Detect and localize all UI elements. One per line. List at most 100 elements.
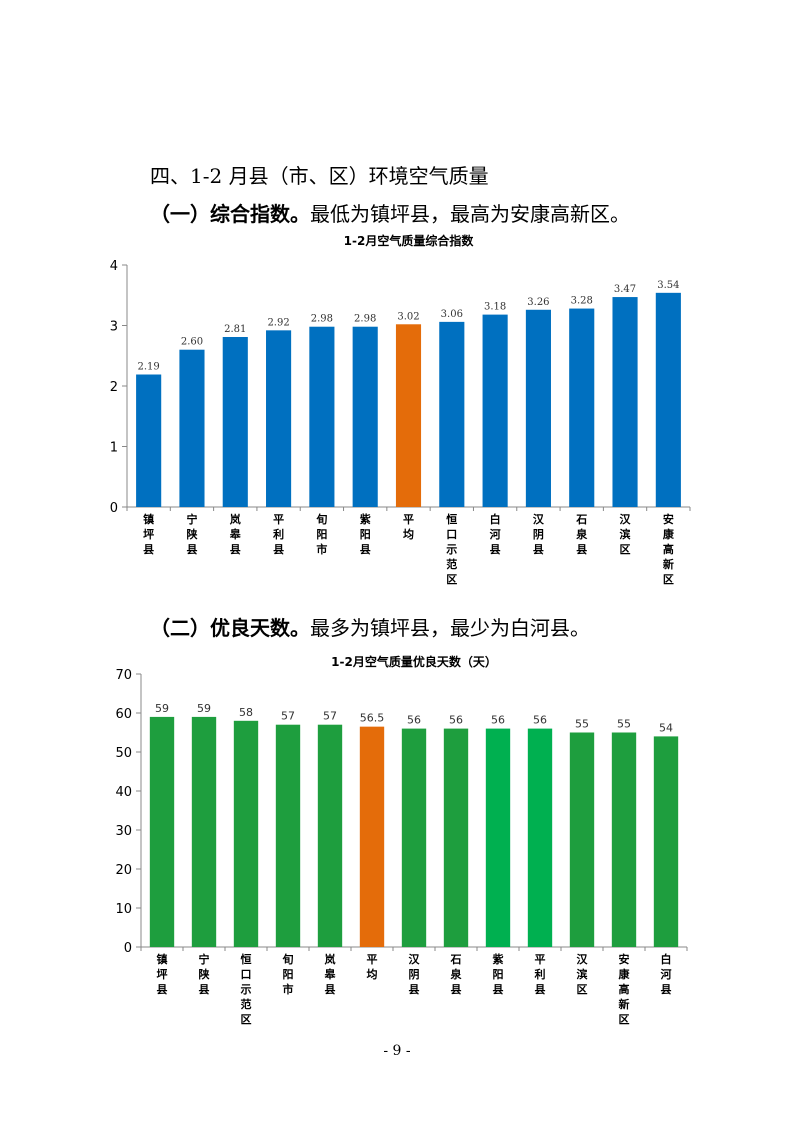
y-tick-label: 4 <box>110 259 118 274</box>
bar <box>266 330 292 507</box>
category-label: 镇坪县 <box>157 952 168 996</box>
y-tick-label: 1 <box>110 441 118 456</box>
page-number: - 9 - <box>383 1043 411 1059</box>
bar <box>655 292 681 507</box>
y-tick-label: 50 <box>115 746 132 761</box>
y-tick-label: 10 <box>115 902 132 917</box>
bar <box>482 314 508 507</box>
subsection-index-text: 最低为镇坪县，最高为安康高新区。 <box>310 202 630 226</box>
data-label: 55 <box>617 718 631 731</box>
y-tick-label: 40 <box>115 785 132 800</box>
bar <box>317 724 343 947</box>
category-label: 镇坪县 <box>143 512 154 556</box>
category-label: 宁陕县 <box>186 512 197 556</box>
data-label: 3.28 <box>571 296 593 307</box>
category-label: 安康高新区 <box>663 512 675 586</box>
bar <box>612 297 638 507</box>
data-label: 2.92 <box>267 317 289 328</box>
bar <box>352 326 378 507</box>
subsection-days-heading: （二）优良天数。最多为镇坪县，最少为白河县。 <box>150 612 590 641</box>
category-label: 恒口示范区 <box>445 512 457 586</box>
bar <box>569 732 595 947</box>
category-label: 平均 <box>403 513 414 541</box>
category-label: 白河县 <box>490 512 501 556</box>
data-label: 3.47 <box>614 284 636 295</box>
category-label: 石泉县 <box>450 953 463 996</box>
bar <box>653 736 679 947</box>
data-label: 3.26 <box>527 297 549 308</box>
category-label: 旬阳市 <box>282 952 294 996</box>
data-label: 54 <box>659 721 673 734</box>
y-tick-label: 2 <box>110 380 118 395</box>
category-label: 旬阳市 <box>315 512 327 556</box>
data-label: 57 <box>323 710 337 723</box>
y-tick-label: 0 <box>124 941 132 956</box>
category-label: 汉阴县 <box>409 952 421 996</box>
data-label: 56 <box>407 714 421 727</box>
y-tick-label: 20 <box>115 863 132 878</box>
category-label: 汉滨区 <box>577 952 589 996</box>
y-tick-label: 30 <box>115 824 132 839</box>
data-label: 2.98 <box>354 314 376 325</box>
data-label: 56 <box>449 714 463 727</box>
data-label: 3.54 <box>657 280 679 291</box>
bar <box>443 728 469 947</box>
bar <box>439 321 465 507</box>
category-label: 汉阴县 <box>533 512 545 556</box>
subsection-days-text: 最多为镇坪县，最少为白河县。 <box>310 616 590 640</box>
y-tick-label: 60 <box>115 707 132 722</box>
category-label: 紫阳县 <box>360 512 371 556</box>
data-label: 57 <box>281 710 295 723</box>
bar <box>275 724 301 947</box>
category-label: 平利县 <box>273 513 284 556</box>
category-label: 宁陕县 <box>199 952 210 996</box>
y-tick-label: 0 <box>110 501 118 516</box>
category-label: 安康高新区 <box>619 952 631 1026</box>
bar <box>179 349 205 507</box>
bar <box>527 728 553 947</box>
category-label: 紫阳县 <box>493 952 504 996</box>
data-label: 3.02 <box>397 311 419 322</box>
data-label: 56 <box>491 714 505 727</box>
bar <box>233 720 259 947</box>
category-label: 汉滨区 <box>620 512 632 556</box>
data-label: 55 <box>575 718 589 731</box>
data-label: 56.5 <box>360 712 385 725</box>
data-label: 3.18 <box>484 302 506 313</box>
category-label: 恒口示范区 <box>240 952 252 1026</box>
data-label: 2.60 <box>181 337 203 348</box>
bar <box>485 728 511 947</box>
section-heading: 四、1-2 月县（市、区）环境空气质量 <box>150 164 489 188</box>
bar <box>395 324 422 507</box>
bar <box>569 308 595 507</box>
subsection-index-heading: （一）综合指数。最低为镇坪县，最高为安康高新区。 <box>150 198 630 227</box>
data-label: 2.81 <box>224 324 246 335</box>
bar <box>149 716 175 947</box>
category-label: 白河县 <box>661 952 672 996</box>
y-tick-label: 70 <box>115 668 132 683</box>
data-label: 59 <box>197 702 211 715</box>
category-label: 石泉县 <box>575 513 588 556</box>
bar <box>611 732 637 947</box>
bar <box>309 326 335 507</box>
category-label: 平均 <box>367 953 378 981</box>
subsection-index-label: （一）综合指数。 <box>150 202 310 226</box>
subsection-days-label: （二）优良天数。 <box>150 616 310 640</box>
data-label: 2.19 <box>138 362 160 373</box>
bar <box>359 726 385 947</box>
chart-title: 1-2月空气质量优良天数（天） <box>331 654 497 669</box>
y-tick-label: 3 <box>110 320 118 335</box>
bar <box>222 336 248 507</box>
data-label: 59 <box>155 702 169 715</box>
chart-title: 1-2月空气质量综合指数 <box>344 233 475 248</box>
data-label: 58 <box>239 706 253 719</box>
bar <box>136 374 162 507</box>
bar <box>525 309 551 507</box>
data-label: 2.98 <box>311 314 333 325</box>
bar <box>191 716 217 947</box>
data-label: 3.06 <box>441 309 463 320</box>
bar <box>401 728 427 947</box>
data-label: 56 <box>533 714 547 727</box>
